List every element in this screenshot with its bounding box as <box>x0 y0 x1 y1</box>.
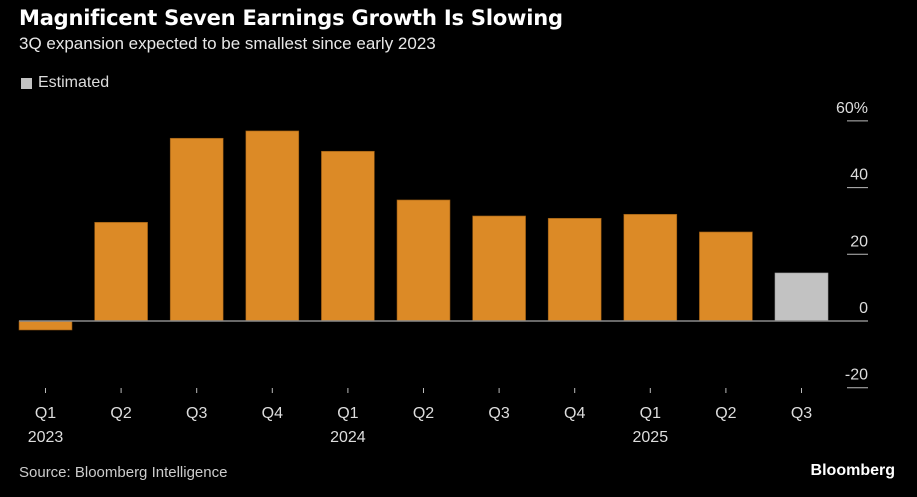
x-tick-label-year: 2023 <box>28 429 64 446</box>
x-tick-label-quarter: Q1 <box>337 405 358 422</box>
bar <box>623 213 678 322</box>
bar <box>321 150 375 322</box>
bloomberg-logo: Bloomberg <box>810 462 895 479</box>
legend-swatch-estimated <box>21 77 32 89</box>
x-tick-label-quarter: Q3 <box>186 405 207 422</box>
legend-label-estimated: Estimated <box>38 74 110 91</box>
x-tick-label-quarter: Q1 <box>35 405 56 422</box>
x-tick-label-quarter: Q4 <box>262 405 283 422</box>
x-tick-label-year: 2025 <box>633 429 669 446</box>
x-tick-label-quarter: Q2 <box>715 405 736 422</box>
bar <box>396 199 451 322</box>
bar-estimated <box>774 272 829 322</box>
y-tick-label: 40 <box>850 167 868 184</box>
x-tick-label-year: 2024 <box>330 429 366 446</box>
x-tick-label-quarter: Q4 <box>564 405 585 422</box>
source-note: Source: Bloomberg Intelligence <box>19 464 228 481</box>
y-tick-label: 0 <box>859 300 868 317</box>
bar <box>94 221 148 322</box>
bar <box>18 320 73 331</box>
x-tick-label-quarter: Q2 <box>413 405 434 422</box>
bar <box>245 130 300 322</box>
bar <box>169 137 224 322</box>
chart-title: Magnificent Seven Earnings Growth Is Slo… <box>19 6 563 30</box>
x-tick-label-quarter: Q1 <box>640 405 661 422</box>
bar <box>472 215 526 322</box>
x-tick-label-quarter: Q3 <box>488 405 509 422</box>
x-tick-label-quarter: Q3 <box>791 405 812 422</box>
chart-subtitle: 3Q expansion expected to be smallest sin… <box>19 34 436 53</box>
legend: Estimated <box>21 74 109 92</box>
x-tick-label-quarter: Q2 <box>110 405 131 422</box>
y-tick-label: 20 <box>850 233 868 250</box>
y-tick-label: 60% <box>836 100 868 117</box>
y-tick-label: -20 <box>845 367 868 384</box>
bar <box>547 217 602 322</box>
bar <box>699 231 753 322</box>
